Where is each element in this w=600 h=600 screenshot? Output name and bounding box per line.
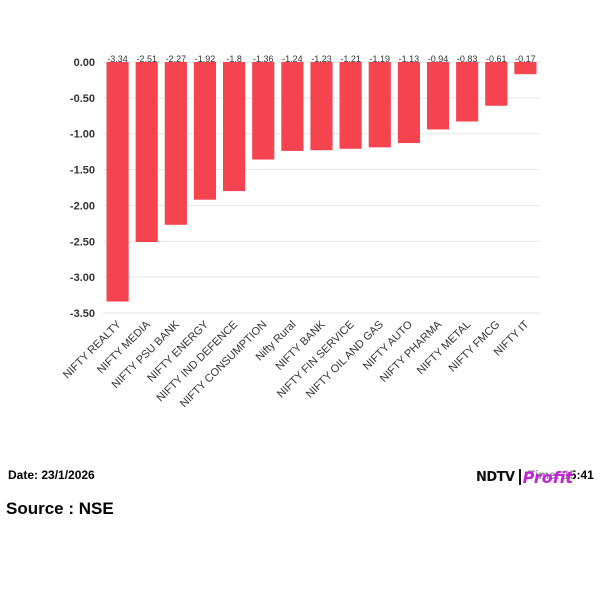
data-label: -1.36 [253,54,274,64]
y-tick-label: -2.00 [70,200,95,212]
ndtv-wordmark: NDTV [476,469,517,485]
bar [456,62,479,122]
logo-divider [518,469,521,485]
date-label: Date: 23/1/2026 [8,468,95,482]
data-labels: -3.34 -2.51 -2.27 -1.92 -1.8 -1.36 -1.24 -1.23-… [107,54,535,64]
bar [193,62,217,200]
bar [281,62,304,151]
bar [426,62,450,130]
data-label: -2.51 [136,54,157,64]
y-tick-label: 0.00 [74,57,95,69]
source-label: Source : NSE [6,499,114,518]
bar [368,62,391,148]
bar [397,62,420,144]
y-tick-label: -1.00 [70,129,95,141]
y-tick-label: -3.00 [70,272,95,284]
y-axis-ticks: 0.00 -0.50 -1.00 -1.50 -2.00 -2.50 -3.00 -3.50 [70,57,95,320]
bars [106,62,537,302]
y-tick-label: -0.50 [70,93,95,105]
data-label: -0.94 [428,54,449,64]
data-label: -1.13 [399,54,420,64]
bar [514,62,537,75]
y-tick-label: -3.50 [70,308,95,320]
bar [310,62,333,151]
data-label: -3.34 [107,54,128,64]
bar [339,62,362,149]
bar [223,62,246,192]
ndtv-profit-logo: NDTV Profit [476,465,573,489]
bar [135,62,158,243]
data-label: -1.92 [195,54,216,64]
bar [485,62,508,106]
data-label: -1.21 [340,54,361,64]
data-label: -1.24 [282,54,303,64]
profit-wordmark: Profit [522,467,573,487]
bar [106,62,129,302]
data-label: -0.83 [457,54,478,64]
y-tick-label: -1.50 [70,165,95,177]
data-label: -1.8 [226,54,242,64]
bar-chart: 0.00-0.50-1.00-1.50-2.00-2.50-3.00-3.50 … [61,54,540,410]
y-tick-label: -2.50 [70,236,95,248]
data-label: -1.19 [370,54,391,64]
data-label: -1.23 [311,54,332,64]
bar [164,62,187,225]
data-label: -2.27 [166,54,187,64]
data-label: -0.17 [515,54,536,64]
bar [252,62,275,160]
data-label: -0.61 [486,54,507,64]
